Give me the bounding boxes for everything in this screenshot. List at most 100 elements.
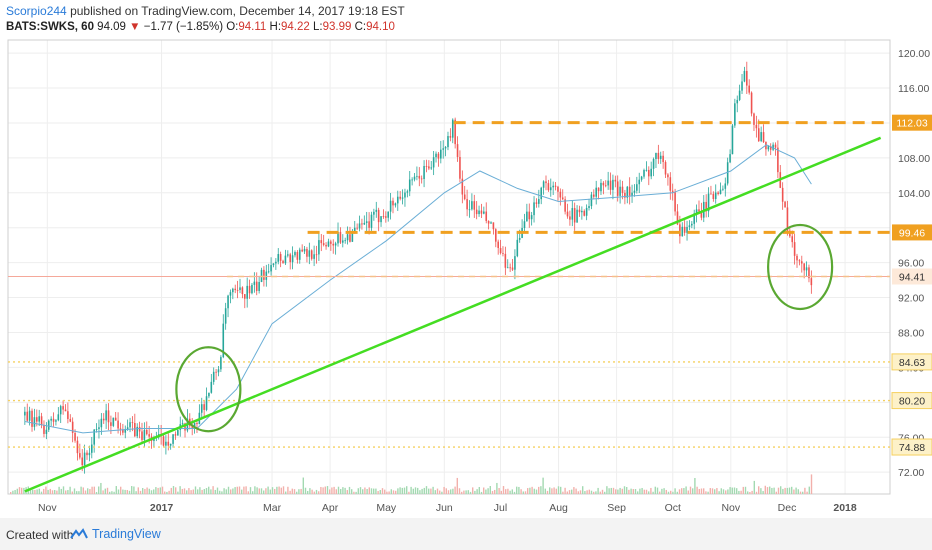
volume-bar: [199, 487, 201, 494]
candle-body: [688, 225, 691, 227]
volume-bar: [555, 488, 557, 494]
candle-body: [291, 255, 294, 263]
candle-body: [483, 211, 485, 214]
candle-body: [114, 417, 117, 421]
volume-bar: [489, 486, 491, 494]
volume-bar: [232, 488, 234, 494]
candle-body: [263, 269, 265, 280]
candle-body: [538, 199, 540, 204]
volume-bar: [104, 488, 106, 494]
candle-body: [232, 288, 234, 293]
candle-body: [356, 227, 358, 229]
x-tick-label: 2017: [150, 502, 174, 514]
volume-bar: [711, 488, 714, 494]
candle-body: [748, 85, 750, 93]
volume-bar: [612, 487, 615, 494]
volume-bar: [645, 489, 648, 494]
candle-body: [428, 166, 430, 169]
volume-bar: [421, 488, 423, 494]
candle-body: [451, 119, 454, 138]
volume-bar: [786, 487, 788, 494]
candle-body: [224, 308, 227, 324]
candle-body: [143, 429, 146, 440]
volume-bar: [135, 491, 137, 494]
volume-bar: [597, 487, 599, 494]
candle-body: [351, 231, 354, 242]
volume-bar: [733, 487, 736, 494]
volume-bar: [322, 487, 324, 494]
candle-body: [559, 191, 562, 198]
candle-body: [456, 144, 459, 157]
candle-body: [416, 175, 418, 177]
volume-bar: [126, 489, 128, 494]
volume-bar: [808, 486, 810, 494]
volume-bar: [795, 487, 797, 494]
volume-bar: [423, 487, 425, 494]
candle-body: [361, 223, 363, 225]
candle-body: [442, 148, 445, 150]
candle-body: [755, 124, 758, 129]
volume-bar: [293, 489, 296, 494]
candle-body: [535, 202, 538, 204]
volume-bar: [447, 490, 450, 494]
volume-bar: [93, 486, 95, 494]
candle-body: [554, 185, 557, 187]
volume-bar: [397, 488, 399, 494]
volume-bar: [557, 486, 560, 494]
volume-bar: [254, 486, 256, 494]
support-price-tag: [891, 438, 932, 456]
y-tick-label: 120.00: [898, 48, 930, 60]
footer: Created with TradingView: [0, 518, 932, 550]
volume-bar: [324, 486, 326, 494]
candle-body: [468, 209, 471, 211]
candle-body: [196, 422, 198, 425]
price-chart[interactable]: 72.0076.0080.0084.0088.0092.0096.00100.0…: [0, 38, 932, 518]
candle-body: [669, 177, 672, 191]
candle-body: [638, 179, 641, 185]
candle-body: [284, 255, 287, 264]
candle-body: [781, 187, 784, 202]
candle-body: [418, 175, 421, 179]
candle-body: [791, 236, 794, 243]
candle-body: [600, 182, 602, 192]
candle-body: [377, 209, 380, 223]
resistance-price-label: 94.41: [899, 272, 925, 284]
tradingview-brand[interactable]: TradingView: [92, 527, 161, 541]
candle-body: [57, 414, 60, 421]
candle-body: [573, 208, 576, 223]
candle-body: [722, 188, 724, 190]
volume-bar: [65, 490, 67, 494]
volume-bar: [258, 488, 260, 494]
volume-bar: [454, 486, 456, 494]
volume-bar: [355, 491, 357, 494]
candle-body: [184, 423, 186, 431]
candle-body: [717, 192, 719, 195]
volume-bar: [606, 486, 608, 494]
volume-bar: [579, 490, 582, 494]
volume-bar: [60, 488, 62, 494]
volume-bar: [553, 487, 555, 494]
volume-bar: [12, 490, 14, 494]
candle-body: [576, 209, 578, 223]
volume-bar: [82, 487, 84, 494]
candle-body: [313, 254, 315, 259]
candle-body: [526, 211, 528, 222]
candle-body: [131, 422, 134, 424]
volume-bar: [205, 488, 208, 494]
author-link[interactable]: Scorpio244: [6, 4, 67, 18]
candle-body: [401, 197, 404, 199]
x-tick-label: Nov: [721, 502, 740, 514]
candle-body: [287, 254, 289, 256]
volume-bar: [439, 490, 441, 494]
volume-bar: [461, 491, 463, 494]
volume-bar: [575, 488, 577, 494]
volume-bar: [315, 489, 318, 494]
support-price-label: 74.88: [899, 442, 925, 454]
high-value: 94.22: [281, 21, 310, 33]
candle-body: [98, 427, 100, 430]
volume-bar: [194, 486, 197, 494]
volume-bar: [718, 491, 720, 494]
volume-bar: [177, 491, 179, 494]
candle-body: [800, 261, 803, 264]
volume-bar: [458, 488, 461, 494]
